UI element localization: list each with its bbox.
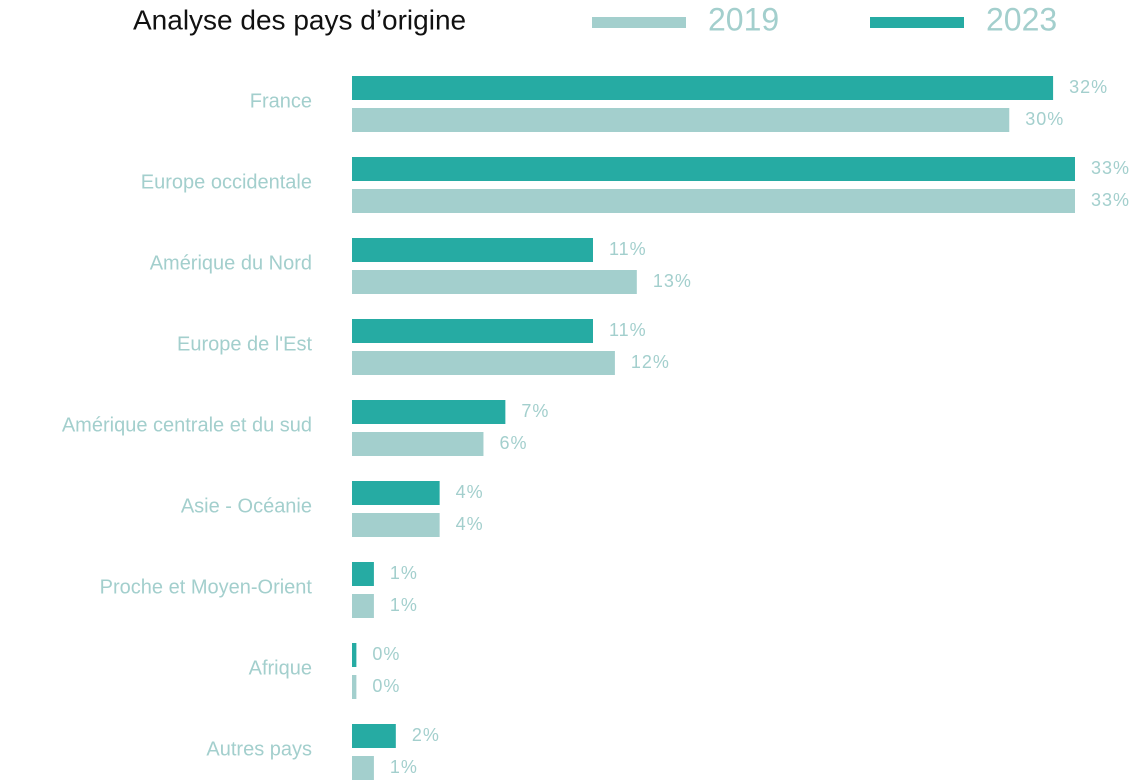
value-label: 0% — [372, 676, 400, 696]
value-label: 11% — [609, 320, 647, 340]
bar — [352, 351, 615, 375]
bar — [352, 562, 374, 586]
value-label: 1% — [390, 595, 418, 615]
bar — [352, 594, 374, 618]
bar — [352, 481, 440, 505]
value-label: 33% — [1091, 158, 1130, 178]
bar — [352, 319, 593, 343]
legend-swatch — [870, 17, 964, 28]
category-label: Proche et Moyen-Orient — [100, 576, 313, 598]
bar — [352, 643, 357, 667]
value-label: 30% — [1025, 109, 1064, 129]
value-label: 4% — [456, 482, 484, 502]
bar — [352, 189, 1075, 213]
bar — [352, 157, 1075, 181]
bar — [352, 724, 396, 748]
value-label: 13% — [653, 271, 692, 291]
bar — [352, 675, 357, 699]
value-label: 4% — [456, 514, 484, 534]
value-label: 2% — [412, 725, 440, 745]
category-label: Amérique centrale et du sud — [62, 414, 312, 436]
category-label: Europe de l'Est — [177, 333, 312, 355]
category-label: Autres pays — [206, 738, 312, 760]
legend-label: 2019 — [708, 1, 779, 37]
category-label: Amérique du Nord — [150, 252, 312, 274]
value-label: 1% — [390, 563, 418, 583]
value-label: 11% — [609, 239, 647, 259]
chart-title: Analyse des pays d’origine — [133, 4, 466, 35]
bar — [352, 108, 1010, 132]
bar — [352, 400, 506, 424]
bar — [352, 270, 637, 294]
value-label: 0% — [372, 644, 400, 664]
bar — [352, 756, 374, 780]
bar — [352, 76, 1054, 100]
value-label: 7% — [521, 401, 549, 421]
category-label: Europe occidentale — [141, 171, 312, 193]
value-label: 33% — [1091, 190, 1130, 210]
value-label: 12% — [631, 352, 670, 372]
value-label: 6% — [499, 433, 527, 453]
bar — [352, 513, 440, 537]
category-label: Asie - Océanie — [181, 495, 312, 517]
legend-swatch — [592, 17, 686, 28]
value-label: 32% — [1069, 77, 1108, 97]
bar — [352, 432, 484, 456]
bar — [352, 238, 593, 262]
legend-label: 2023 — [986, 1, 1057, 37]
category-label: Afrique — [249, 657, 312, 679]
category-label: France — [250, 90, 312, 112]
value-label: 1% — [390, 757, 418, 777]
